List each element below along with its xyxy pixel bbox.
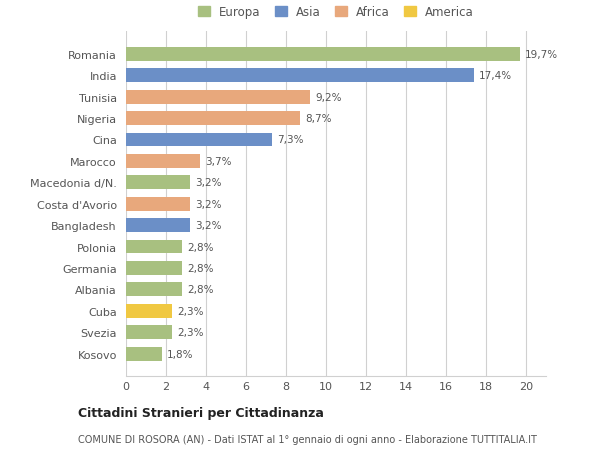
Text: COMUNE DI ROSORA (AN) - Dati ISTAT al 1° gennaio di ogni anno - Elaborazione TUT: COMUNE DI ROSORA (AN) - Dati ISTAT al 1°… bbox=[78, 434, 537, 444]
Bar bbox=[126, 69, 474, 83]
Text: 2,3%: 2,3% bbox=[177, 327, 203, 337]
Bar bbox=[126, 112, 300, 126]
Text: 2,8%: 2,8% bbox=[187, 242, 214, 252]
Bar bbox=[126, 261, 182, 275]
Bar bbox=[126, 197, 190, 211]
Text: 3,2%: 3,2% bbox=[195, 178, 221, 188]
Text: 8,7%: 8,7% bbox=[305, 114, 331, 124]
Text: 3,2%: 3,2% bbox=[195, 199, 221, 209]
Text: 2,8%: 2,8% bbox=[187, 285, 214, 295]
Text: 3,7%: 3,7% bbox=[205, 157, 232, 167]
Text: 19,7%: 19,7% bbox=[525, 50, 558, 60]
Bar bbox=[126, 283, 182, 297]
Bar bbox=[126, 304, 172, 318]
Bar bbox=[126, 48, 520, 62]
Text: 7,3%: 7,3% bbox=[277, 135, 304, 145]
Text: 2,8%: 2,8% bbox=[187, 263, 214, 273]
Text: 17,4%: 17,4% bbox=[479, 71, 512, 81]
Bar bbox=[126, 176, 190, 190]
Bar bbox=[126, 218, 190, 233]
Legend: Europa, Asia, Africa, America: Europa, Asia, Africa, America bbox=[198, 6, 474, 19]
Bar bbox=[126, 155, 200, 168]
Bar bbox=[126, 133, 272, 147]
Bar bbox=[126, 347, 162, 361]
Text: 1,8%: 1,8% bbox=[167, 349, 193, 359]
Text: 2,3%: 2,3% bbox=[177, 306, 203, 316]
Bar bbox=[126, 90, 310, 104]
Bar bbox=[126, 325, 172, 339]
Text: 9,2%: 9,2% bbox=[315, 92, 341, 102]
Text: 3,2%: 3,2% bbox=[195, 221, 221, 230]
Bar bbox=[126, 240, 182, 254]
Text: Cittadini Stranieri per Cittadinanza: Cittadini Stranieri per Cittadinanza bbox=[78, 406, 324, 419]
